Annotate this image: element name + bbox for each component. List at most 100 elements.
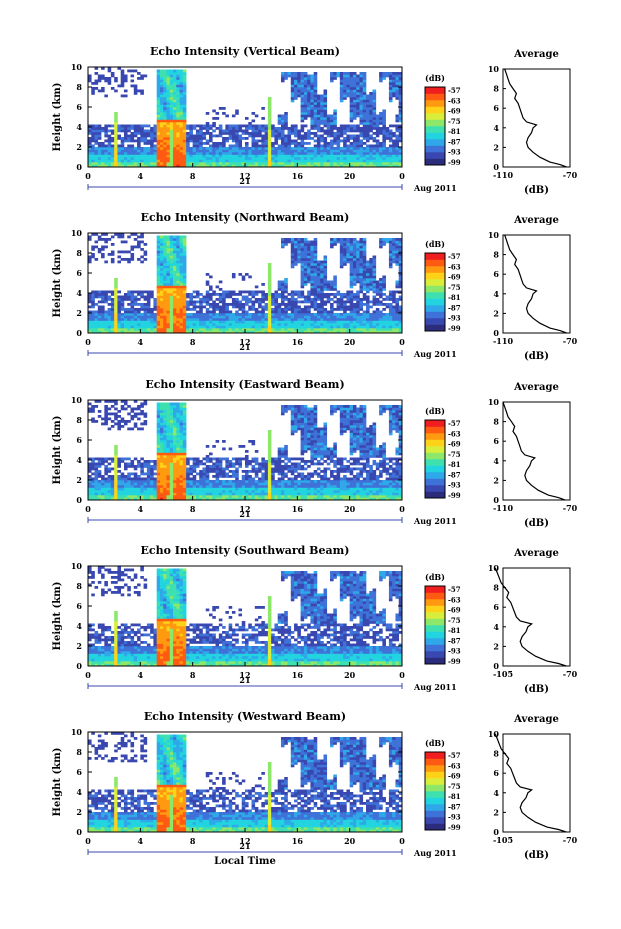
heatmap-cell (352, 273, 357, 276)
heatmap-cell (303, 94, 308, 98)
heatmap-cell (369, 127, 373, 130)
heatmap-cell (392, 318, 396, 321)
heatmap-cell (97, 480, 102, 483)
profile-x-tick-label: -70 (563, 336, 578, 346)
heatmap-cell (349, 250, 354, 254)
heatmap-cell (300, 255, 305, 259)
heatmap-cell (169, 159, 174, 163)
heatmap-cell (182, 134, 187, 138)
heatmap-cell (346, 139, 350, 143)
heatmap-cell (101, 238, 105, 241)
heatmap-cell (137, 405, 141, 408)
heatmap-cell (127, 320, 131, 324)
heatmap-cell (320, 152, 324, 155)
heatmap-cell (114, 278, 118, 281)
heatmap-cell (284, 122, 288, 125)
heatmap-cell (274, 320, 279, 324)
heatmap-cell (359, 278, 364, 281)
heatmap-cell (107, 67, 112, 70)
heatmap-cell (235, 298, 239, 301)
heatmap-cell (228, 323, 233, 326)
heatmap-cell (388, 89, 393, 93)
heatmap-cell (88, 79, 92, 83)
heatmap-cell (330, 149, 334, 153)
heatmap-cell (166, 283, 171, 286)
heatmap-cell (159, 142, 164, 145)
heatmap-cell (366, 147, 370, 150)
heatmap-cell (267, 283, 272, 286)
heatmap-cell (254, 162, 259, 165)
heatmap-cell (346, 305, 350, 309)
heatmap-cell (199, 159, 203, 163)
heatmap-cell (202, 313, 207, 316)
heatmap-cell (114, 315, 118, 319)
heatmap-cell (280, 323, 285, 326)
heatmap-cell (254, 318, 259, 321)
heatmap-cell (379, 117, 383, 120)
heatmap-cell (182, 270, 187, 274)
heatmap-cell (104, 477, 108, 481)
heatmap-cell (313, 283, 318, 286)
heatmap-cell (320, 283, 324, 286)
heatmap-cell (392, 84, 396, 88)
heatmap-cell (179, 290, 184, 294)
heatmap-cell (166, 127, 171, 130)
heatmap-cell (261, 147, 265, 150)
heatmap-cell (362, 265, 367, 269)
heatmap-cell (251, 323, 256, 326)
heatmap-cell (97, 308, 102, 311)
heatmap-cell (369, 323, 373, 326)
heatmap-cell (346, 159, 350, 163)
heatmap-cell (215, 328, 220, 331)
heatmap-cell (310, 253, 314, 256)
profile-y-tick-label: 10 (488, 64, 500, 74)
heatmap-cell (215, 147, 220, 150)
heatmap-cell (182, 142, 187, 145)
heatmap-cell (143, 325, 148, 329)
heatmap-cell (398, 305, 403, 309)
heatmap-cell (169, 144, 174, 148)
heatmap-cell (110, 405, 115, 408)
heatmap-cell (130, 462, 135, 466)
heatmap-cell (366, 159, 370, 163)
heatmap-cell (192, 124, 197, 128)
heatmap-cell (379, 142, 383, 145)
heatmap-cell (258, 132, 262, 135)
heatmap-cell (238, 308, 243, 311)
heatmap-cell (258, 139, 262, 143)
heatmap-cell (258, 162, 262, 165)
heatmap-cell (316, 308, 321, 311)
heatmap-cell (173, 164, 177, 168)
heatmap-cell (362, 109, 367, 113)
heatmap-cell (166, 162, 171, 165)
heatmap-cell (163, 117, 167, 120)
heatmap-cell (153, 460, 157, 463)
heatmap-cell (366, 288, 370, 291)
heatmap-cell (346, 328, 350, 331)
heatmap-cell (352, 117, 357, 120)
heatmap-cell (382, 142, 386, 145)
heatmap-cell (91, 87, 95, 90)
heatmap-cell (137, 164, 141, 168)
heatmap-cell (150, 144, 154, 148)
heatmap-cell (228, 313, 233, 316)
heatmap-cell (176, 144, 180, 148)
heatmap-cell (225, 147, 229, 150)
heatmap-cell (212, 305, 216, 309)
heatmap-cell (245, 273, 249, 276)
heatmap-cell (166, 144, 171, 148)
heatmap-cell (339, 328, 344, 331)
heatmap-cell (313, 308, 318, 311)
heatmap-cell (163, 127, 167, 130)
heatmap-cell (271, 315, 275, 319)
heatmap-cell (133, 485, 138, 488)
heatmap-cell (382, 119, 386, 123)
heatmap-cell (97, 147, 102, 150)
heatmap-cell (294, 79, 298, 83)
heatmap-cell (392, 72, 396, 75)
heatmap-cell (218, 107, 223, 110)
heatmap-cell (163, 263, 167, 266)
heatmap-cell (104, 405, 108, 408)
colorbar-tick-label: -87 (448, 137, 461, 146)
